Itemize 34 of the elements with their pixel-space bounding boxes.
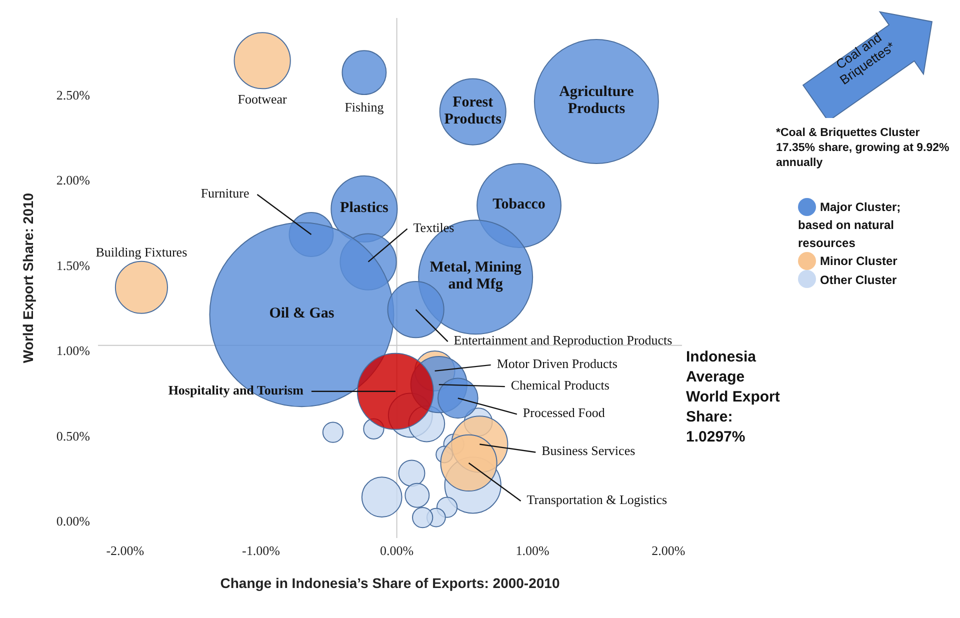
annotation: Transportation & Logistics — [526, 492, 668, 507]
y-axis-title: World Export Share: 2010 — [20, 192, 36, 364]
y-tick-label: 1.00% — [56, 343, 90, 358]
annotation: Business Services — [542, 443, 636, 458]
annotation: Oil & Gas — [269, 306, 334, 322]
x-tick-label: 2.00% — [652, 543, 686, 558]
annotation: Processed Food — [522, 405, 606, 420]
x-tick-label: -2.00% — [106, 543, 144, 558]
ref-line-label: Indonesia Average World Export Share: 1.0297% — [686, 348, 780, 446]
annotation: Agriculture Products — [559, 84, 634, 118]
x-tick-label: 0.00% — [380, 543, 414, 558]
y-tick-label: 0.00% — [56, 514, 90, 529]
x-tick-label: -1.00% — [242, 543, 280, 558]
annotation: Furniture — [200, 186, 250, 201]
annotation: Chemical Products — [510, 378, 610, 393]
y-tick-label: 0.50% — [56, 428, 90, 444]
legend-label: Major Cluster; based on natural resources — [798, 200, 901, 250]
annotation: Plastics — [340, 200, 389, 216]
y-tick-label: 2.00% — [56, 172, 90, 188]
x-tick-label: 1.00% — [516, 543, 550, 558]
annotation: Metal, Mining and Mfg — [430, 260, 522, 294]
y-tick-label: 1.50% — [56, 258, 90, 273]
annotation: Fishing — [344, 100, 384, 115]
annotation: Tobacco — [492, 196, 546, 213]
legend-label: Other Cluster — [820, 272, 897, 287]
annotation: Footwear — [238, 92, 288, 107]
y-tick-label: 2.50% — [56, 87, 90, 102]
x-axis-title: Change in Indonesia’s Share of Exports: 2000-2010 — [220, 575, 560, 591]
annotation: Motor Driven Products — [496, 356, 618, 371]
legend-label: Minor Cluster — [820, 254, 898, 268]
annotation: Entertainment and Reproduction Products — [454, 332, 672, 348]
annotation: Building Fixtures — [96, 244, 188, 260]
text: *Coal & Briquettes Cluster 17.35% share, growing at 9.92% annually — [776, 126, 950, 171]
annotation: Forest Products — [444, 94, 502, 128]
